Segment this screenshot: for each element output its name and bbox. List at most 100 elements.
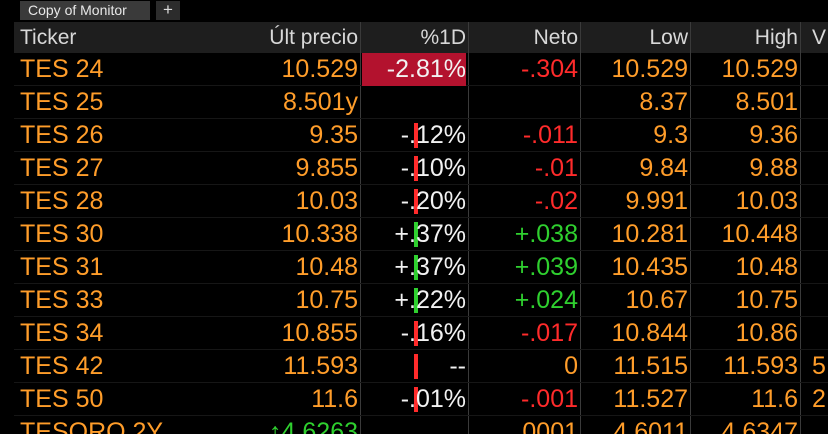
cell-value: 11.515 [613,352,688,380]
cell-value: 8.501y [282,88,358,116]
cell-value: +.039 [514,253,578,281]
cell-value: 10.03 [295,187,358,215]
cell-value: -.017 [521,319,578,347]
cell-value: 11.6 [311,385,358,413]
change-bar [414,255,418,280]
ticker[interactable]: TES 25 [20,88,104,116]
cell-value: +.024 [514,286,578,314]
cell-value: 10.86 [735,319,798,347]
column-separator [468,22,469,434]
cell-value: +.038 [514,220,578,248]
cell-value: +.22% [394,286,466,314]
column-header[interactable]: Últ precio [269,26,358,49]
change-bar [414,354,418,379]
cell-value: 4.6011 [613,418,688,434]
ticker[interactable]: TES 42 [20,352,104,380]
column-separator [580,22,581,434]
ticker[interactable]: TES 30 [20,220,104,248]
ticker[interactable]: TES 24 [20,55,104,83]
cell-value: 2 [812,385,826,413]
cell-value: 10.529 [281,55,358,83]
column-header[interactable]: Low [649,26,688,49]
cell-value: -.16% [400,319,466,347]
row-separator [14,349,828,350]
add-tab-button[interactable]: + [156,1,180,20]
cell-value: 10.435 [611,253,688,281]
cell-value: -.02 [534,187,578,215]
column-header[interactable]: High [754,26,798,49]
cell-value: -.20% [400,187,466,215]
cell-value: 9.991 [625,187,688,215]
ticker[interactable]: TESORO 2Y [20,418,164,434]
cell-value: 8.501 [735,88,798,116]
cell-value: 10.03 [735,187,798,215]
ticker[interactable]: TES 33 [20,286,104,314]
cell-value: 10.67 [625,286,688,314]
cell-value: 9.855 [295,154,358,182]
cell-value: 9.36 [749,121,798,149]
cell-value: 5 [812,352,826,380]
cell-value: 10.75 [295,286,358,314]
cell-value: +.37% [394,253,466,281]
header-background [14,22,828,53]
column-header[interactable]: %1D [420,26,466,49]
cell-value: 0 [564,352,578,380]
cell-value: -.01 [534,154,578,182]
cell-value: 10.844 [611,319,688,347]
ticker[interactable]: TES 28 [20,187,104,215]
column-header[interactable]: Neto [533,26,578,49]
row-separator [14,415,828,416]
cell-value: -.12% [400,121,466,149]
cell-value: 10.529 [611,55,688,83]
change-bar [414,288,418,313]
row-separator [14,217,828,218]
row-separator [14,283,828,284]
cell-value: 10.448 [721,220,798,248]
cell-value: 9.88 [749,154,798,182]
change-bar [414,222,418,247]
cell-value: 10.855 [281,319,358,347]
column-separator [690,22,691,434]
row-separator [14,316,828,317]
cell-value: -.304 [521,55,578,83]
cell-value: -.001 [521,385,578,413]
cell-value: -.01% [400,385,466,413]
cell-value: -.10% [400,154,466,182]
cell-value: 10.48 [295,253,358,281]
row-separator [14,184,828,185]
cell-value: 10.281 [611,220,688,248]
cell-value: -.011 [522,121,578,149]
cell-value: ↑4.6263 [269,418,358,434]
column-header[interactable]: Ticker [20,26,77,49]
cell-value: 11.6 [751,385,798,413]
ticker[interactable]: TES 27 [20,154,104,182]
tab-bar: Copy of Monitor + [0,0,828,21]
cell-value: 11.593 [283,352,358,380]
cell-value: 11.527 [613,385,688,413]
cell-value: -- [449,352,466,380]
ticker[interactable]: TES 34 [20,319,104,347]
column-header[interactable]: V [812,26,827,49]
cell-value: 9.3 [653,121,688,149]
row-separator [14,250,828,251]
row-separator [14,118,828,119]
change-bar [414,387,418,412]
cell-value: 10.338 [281,220,358,248]
change-bar [414,123,418,148]
cell-value: 9.84 [639,154,688,182]
tab[interactable]: Copy of Monitor [20,1,150,20]
cell-value: +.37% [394,220,466,248]
ticker[interactable]: TES 50 [20,385,104,413]
ticker[interactable]: TES 26 [20,121,104,149]
ticker[interactable]: TES 31 [20,253,104,281]
change-bar [414,321,418,346]
cell-value: 10.48 [735,253,798,281]
row-separator [14,382,828,383]
cell-value: .0001 [515,418,578,434]
cell-value: 4.6347 [721,418,798,434]
cell-value: 8.37 [639,88,688,116]
cell-value: 10.529 [721,55,798,83]
cell-value: 9.35 [309,121,358,149]
row-separator [14,151,828,152]
